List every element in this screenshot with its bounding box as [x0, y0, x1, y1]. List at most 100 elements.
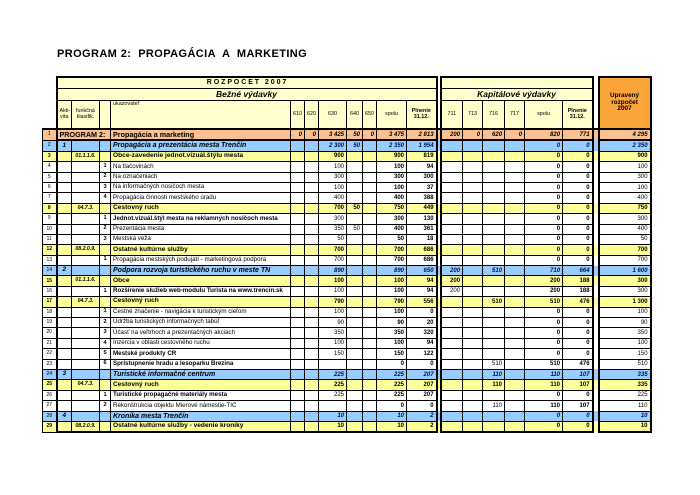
- budget-table-body: 1 PROGRAM 2: Propagácia a marketing 0 0 3 425…: [42, 127, 652, 434]
- indicator-label: Inzercia v oblasti cestovného ruchu: [110, 337, 291, 350]
- bezne-value: [304, 327, 319, 339]
- item-number: 6: [99, 358, 111, 371]
- bezne-value: 900: [318, 150, 347, 163]
- bezne-value: [290, 317, 305, 329]
- bezne-value: 90: [318, 317, 347, 329]
- kapitalove-value: [462, 171, 484, 183]
- kapitalove-value: [504, 306, 526, 319]
- bezne-value: [290, 379, 305, 391]
- bezne-value: 0: [304, 127, 319, 142]
- bezne-value: [290, 213, 305, 225]
- corner-blank: [42, 100, 57, 130]
- kapitalove-value: [439, 410, 464, 422]
- table-row: 21 4 Inzercia v oblasti cestovného ruchu 10…: [42, 337, 652, 350]
- kapitalove-value: [462, 410, 484, 422]
- row-number: 9: [42, 213, 57, 225]
- header-row-rozpocet: R O Z P O Č E T 2 0 0 7 Upravený rozpoče…: [42, 76, 652, 130]
- kapitalove-value: [504, 150, 526, 163]
- kapitalove-value: [504, 139, 526, 152]
- bezne-value: 94: [405, 285, 438, 298]
- bezne-value: [346, 337, 363, 350]
- kapitalove-value: 0: [562, 337, 594, 350]
- bezne-value: [346, 306, 363, 319]
- item-number: [99, 275, 111, 287]
- functional-class: [71, 306, 100, 319]
- indicator-label: Propagácia mestských podujatí - marketin…: [110, 254, 291, 267]
- functional-class: [71, 410, 100, 422]
- bezne-value: 900: [376, 150, 407, 163]
- kapitalove-value: [462, 223, 484, 235]
- item-number: 4: [99, 337, 111, 350]
- indicator-label: Cestné značenie - navigácia k turistický…: [110, 306, 291, 319]
- functional-class: [71, 368, 100, 381]
- row-number: 23: [42, 358, 57, 371]
- kapitalove-value: [504, 244, 526, 256]
- kapitalove-value: [504, 285, 526, 298]
- adjusted-budget-value: 100: [597, 161, 652, 173]
- bezne-value: 3 475: [376, 127, 407, 142]
- bezne-value: [290, 420, 305, 434]
- kapitalove-value: [504, 202, 526, 215]
- bezne-value: [362, 265, 377, 277]
- kapitalove-value: 476: [562, 358, 594, 371]
- table-row: 10 2 Prezentácia mesta 350 50 400 361 0 0 400: [42, 223, 652, 235]
- activity-number: [55, 306, 72, 319]
- bezne-value: 18: [405, 233, 438, 246]
- kapitalove-value: [482, 244, 506, 256]
- table-row: 25 04.7.3. Cestovný ruch 225 225 207 110 110 107…: [42, 379, 652, 391]
- kapitalove-value: 200: [439, 265, 464, 277]
- kapitalove-value: [504, 181, 526, 194]
- kapitalove-value: [504, 337, 526, 350]
- activity-number: [55, 161, 72, 173]
- kapitalove-value: [504, 265, 526, 277]
- col-header-640: 640: [346, 100, 363, 130]
- bezne-value: [362, 389, 377, 402]
- bezne-value: [362, 317, 377, 329]
- bezne-value: [290, 337, 305, 350]
- bezne-value: [290, 400, 305, 412]
- row-number: 15: [42, 275, 57, 287]
- bezne-value: [346, 348, 363, 360]
- functional-class: 01.1.1.6.: [71, 275, 100, 287]
- kapitalove-value: [504, 327, 526, 339]
- bezne-value: 686: [405, 254, 438, 267]
- bezne-value: [362, 192, 377, 204]
- functional-class: [71, 389, 100, 402]
- row-number: 25: [42, 379, 57, 391]
- activity-number: [55, 254, 72, 267]
- kapitalove-value: [504, 348, 526, 360]
- adjusted-budget-value: 225: [597, 389, 652, 402]
- item-number: [99, 379, 111, 391]
- kapitalove-value: 110: [482, 379, 506, 391]
- functional-class: [71, 171, 100, 183]
- activity-number: [55, 358, 72, 371]
- kapitalove-value: [482, 348, 506, 360]
- bezne-value: [346, 285, 363, 298]
- kapitalove-value: 820: [524, 127, 564, 142]
- bezne-value: [346, 368, 363, 381]
- bezne-value: [290, 171, 305, 183]
- indicator-label: Mestská veža: [110, 233, 291, 246]
- bezne-value: [362, 213, 377, 225]
- kapitalove-value: 510: [482, 358, 506, 371]
- table-row: 22 5 Mestské produkty CR 150 150 122 0 0 150: [42, 348, 652, 360]
- bezne-value: [318, 358, 347, 371]
- functional-class: [71, 192, 100, 204]
- activity-number: [55, 337, 72, 350]
- bezne-value: [346, 233, 363, 246]
- adjusted-budget-value: 510: [597, 358, 652, 371]
- kapitalove-value: [504, 192, 526, 204]
- bezne-value: 819: [405, 150, 438, 163]
- table-row: 13 1 Propagácia mestských podujatí - marke…: [42, 254, 652, 267]
- kapitalove-value: [462, 348, 484, 360]
- bezne-value: [304, 358, 319, 371]
- bezne-value: 225: [376, 379, 407, 391]
- bezne-value: 300: [318, 171, 347, 183]
- kapitalove-value: [462, 327, 484, 339]
- indicator-label: Mestské produkty CR: [110, 348, 291, 360]
- kapitalove-value: 0: [524, 348, 564, 360]
- section-gap: [592, 100, 600, 130]
- kapitalove-value: [439, 306, 464, 319]
- bezne-value: [304, 348, 319, 360]
